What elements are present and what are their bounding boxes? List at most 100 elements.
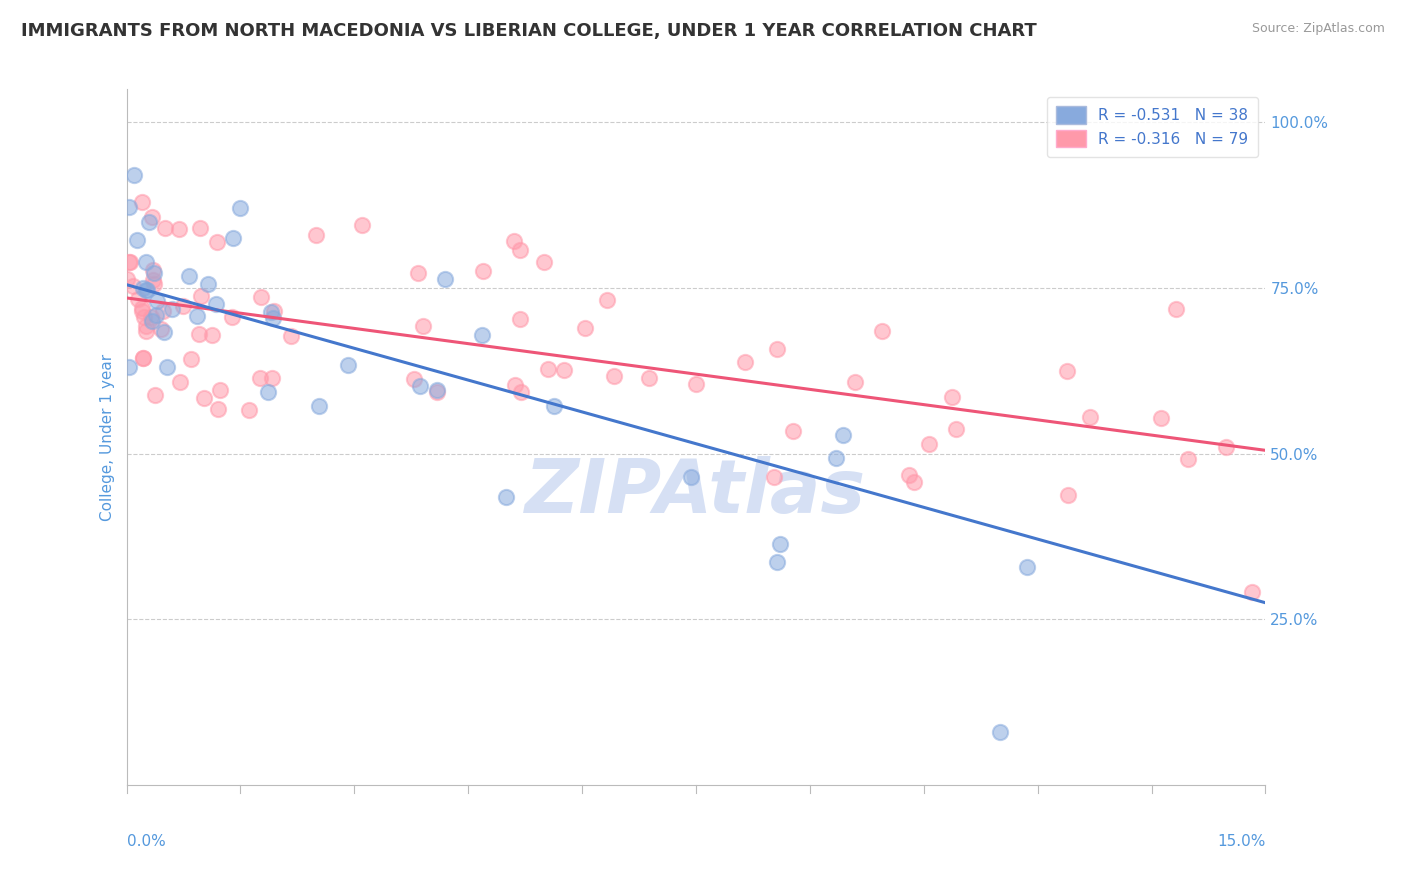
Point	[152, 325, 174, 339]
Point	[1150, 410, 1173, 425]
Point	[229, 202, 252, 216]
Point	[135, 283, 157, 297]
Point	[142, 262, 165, 277]
Point	[409, 379, 432, 393]
Point	[139, 310, 162, 325]
Point	[190, 289, 212, 303]
Point	[262, 311, 284, 326]
Point	[207, 235, 229, 249]
Point	[782, 424, 804, 438]
Point	[769, 537, 792, 551]
Point	[308, 399, 330, 413]
Point	[142, 277, 165, 291]
Point	[844, 375, 866, 389]
Legend: R = -0.531   N = 38, R = -0.316   N = 79: R = -0.531 N = 38, R = -0.316 N = 79	[1046, 97, 1258, 157]
Point	[122, 169, 145, 183]
Point	[762, 469, 785, 483]
Point	[1215, 440, 1237, 454]
Point	[132, 351, 155, 365]
Text: ZIPAtlas: ZIPAtlas	[526, 456, 866, 529]
Point	[169, 375, 191, 389]
Point	[131, 301, 153, 316]
Point	[941, 390, 963, 404]
Point	[187, 326, 209, 341]
Point	[134, 255, 156, 269]
Point	[412, 318, 434, 333]
Point	[127, 292, 149, 306]
Point	[503, 378, 526, 392]
Point	[180, 351, 202, 366]
Point	[897, 468, 920, 483]
Point	[1017, 560, 1039, 574]
Point	[131, 303, 153, 318]
Point	[1177, 451, 1199, 466]
Point	[115, 272, 138, 286]
Point	[917, 437, 939, 451]
Point	[145, 308, 167, 322]
Point	[903, 475, 925, 489]
Point	[257, 384, 280, 399]
Point	[135, 324, 157, 338]
Point	[509, 243, 531, 257]
Point	[250, 290, 273, 304]
Point	[574, 321, 596, 335]
Point	[679, 469, 702, 483]
Point	[426, 385, 449, 400]
Point	[143, 267, 166, 281]
Point	[509, 311, 531, 326]
Point	[207, 401, 229, 416]
Point	[734, 355, 756, 369]
Point	[118, 255, 141, 269]
Y-axis label: College, Under 1 year: College, Under 1 year	[100, 353, 115, 521]
Point	[146, 294, 169, 309]
Point	[1164, 301, 1187, 316]
Point	[177, 269, 200, 284]
Point	[543, 399, 565, 413]
Point	[502, 234, 524, 248]
Text: IMMIGRANTS FROM NORTH MACEDONIA VS LIBERIAN COLLEGE, UNDER 1 YEAR CORRELATION CH: IMMIGRANTS FROM NORTH MACEDONIA VS LIBER…	[21, 22, 1036, 40]
Point	[152, 304, 174, 318]
Point	[1241, 585, 1264, 599]
Point	[132, 281, 155, 295]
Point	[765, 555, 787, 569]
Point	[1056, 488, 1078, 502]
Point	[136, 283, 159, 297]
Point	[153, 221, 176, 235]
Point	[222, 231, 245, 245]
Point	[142, 273, 165, 287]
Point	[238, 403, 260, 417]
Point	[193, 391, 215, 405]
Point	[352, 218, 374, 232]
Point	[685, 377, 707, 392]
Point	[125, 233, 148, 247]
Point	[122, 279, 145, 293]
Point	[510, 385, 533, 400]
Text: 15.0%: 15.0%	[1218, 834, 1265, 848]
Point	[832, 428, 855, 442]
Point	[156, 359, 179, 374]
Point	[533, 255, 555, 269]
Point	[205, 297, 228, 311]
Point	[263, 304, 285, 318]
Point	[472, 263, 495, 277]
Point	[221, 310, 243, 324]
Point	[404, 371, 426, 385]
Point	[433, 272, 456, 286]
Text: Source: ZipAtlas.com: Source: ZipAtlas.com	[1251, 22, 1385, 36]
Point	[141, 210, 163, 224]
Text: 0.0%: 0.0%	[127, 834, 166, 848]
Point	[305, 227, 328, 242]
Point	[596, 293, 619, 307]
Point	[141, 314, 163, 328]
Point	[135, 318, 157, 333]
Point	[1078, 409, 1101, 424]
Point	[259, 305, 281, 319]
Point	[138, 215, 160, 229]
Point	[169, 222, 191, 236]
Point	[495, 490, 517, 504]
Point	[988, 725, 1011, 739]
Point	[426, 384, 449, 398]
Point	[117, 255, 139, 269]
Point	[262, 370, 284, 384]
Point	[201, 328, 224, 343]
